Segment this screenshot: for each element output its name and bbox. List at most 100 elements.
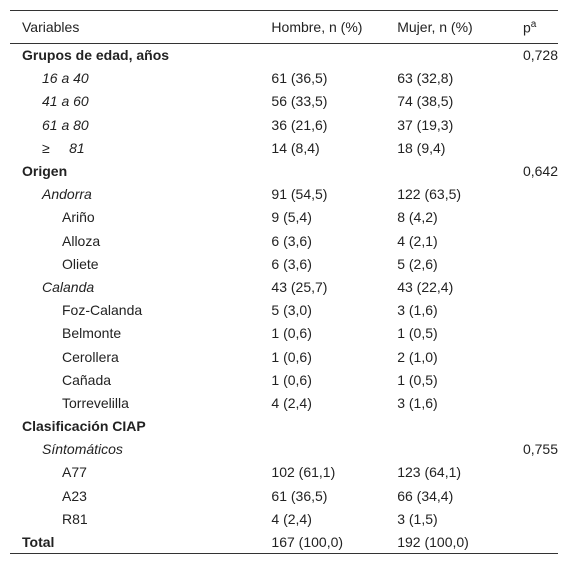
cell: 14 (8,4) (271, 139, 320, 156)
table-header: Variables Hombre, n (%) Mujer, n (%) pa (10, 10, 558, 44)
header-cell: Hombre, n (%) (271, 19, 363, 35)
cell (271, 44, 397, 67)
cell: 9 (5,4) (271, 209, 312, 226)
cell (271, 159, 397, 182)
table-row: Grupos de edad, años 0,728 (10, 44, 558, 67)
table-row: Andorra 91 (54,5) 122 (63,5) (10, 183, 558, 206)
cell: 8 (4,2) (397, 209, 438, 226)
table-row: Belmonte 1 (0,6) 1 (0,5) (10, 322, 558, 345)
cell: 0,755 (522, 441, 558, 458)
cell: Calanda (42, 278, 95, 295)
cell: 6 (3,6) (271, 255, 312, 272)
cell: Total (22, 533, 55, 550)
cell (523, 507, 558, 530)
cell: 4 (2,1) (397, 232, 438, 249)
cell: Oliete (62, 255, 99, 272)
cell (523, 252, 558, 275)
cell: 5 (2,6) (397, 255, 438, 272)
cell (397, 44, 523, 67)
cell: A23 (62, 487, 87, 504)
cell: Alloza (62, 232, 101, 249)
table-row: Total 167 (100,0) 192 (100,0) (10, 530, 558, 554)
cell: 37 (19,3) (397, 116, 454, 133)
cell: 41 a 60 (42, 93, 89, 110)
cell (523, 484, 558, 507)
cell: Cañada (62, 371, 112, 388)
cell: Belmonte (62, 325, 122, 342)
cell: A77 (62, 464, 87, 481)
cell (523, 415, 558, 438)
cell: 61 (36,5) (271, 487, 328, 504)
cell: 1 (0,6) (271, 348, 312, 365)
cell: 4 (2,4) (271, 510, 312, 527)
table-row: Origen 0,642 (10, 159, 558, 182)
cell: 56 (33,5) (271, 93, 328, 110)
cell (271, 415, 397, 438)
header-cell: pa (523, 11, 558, 44)
cell: 91 (54,5) (271, 186, 328, 203)
cell (523, 136, 558, 159)
table-row: Alloza 6 (3,6) 4 (2,1) (10, 229, 558, 252)
cell: 74 (38,5) (397, 93, 454, 110)
cell: 16 a 40 (42, 70, 89, 87)
cell (523, 530, 558, 553)
cell: R81 (62, 510, 88, 527)
cell (523, 229, 558, 252)
cell: 6 (3,6) (271, 232, 312, 249)
cell: 122 (63,5) (397, 186, 462, 203)
cell: Andorra (42, 186, 92, 203)
table-row: 16 a 40 61 (36,5) 63 (32,8) (10, 67, 558, 90)
cell (397, 415, 523, 438)
table-row: Foz-Calanda 5 (3,0) 3 (1,6) (10, 299, 558, 322)
header-cell: Variables (22, 19, 80, 35)
cell: 0,642 (522, 163, 558, 180)
cell: Cerollera (62, 348, 119, 365)
table-body: Grupos de edad, años 0,728 16 a 40 61 (36,5… (10, 44, 558, 554)
cell (397, 438, 523, 461)
cell: ≥ 81 (42, 139, 85, 156)
cell: 18 (9,4) (397, 139, 446, 156)
cell: 4 (2,4) (271, 394, 312, 411)
table-row: Torrevelilla 4 (2,4) 3 (1,6) (10, 391, 558, 414)
cell (397, 159, 523, 182)
header-p: p (522, 19, 531, 36)
table-row: Ariño 9 (5,4) 8 (4,2) (10, 206, 558, 229)
cell: 61 (36,5) (271, 70, 328, 87)
cell: Ariño (62, 209, 95, 226)
table-row: A23 61 (36,5) 66 (34,4) (10, 484, 558, 507)
cell: 1 (0,5) (397, 325, 438, 342)
table-row: 41 a 60 56 (33,5) 74 (38,5) (10, 90, 558, 113)
cell (523, 299, 558, 322)
header-cell: Mujer, n (%) (397, 19, 473, 35)
cell: 43 (22,4) (397, 278, 454, 295)
cell: 1 (0,5) (397, 371, 438, 388)
table-row: 61 a 80 36 (21,6) 37 (19,3) (10, 113, 558, 136)
cell: 2 (1,0) (397, 348, 438, 365)
cell: 0,728 (522, 47, 558, 64)
cell (523, 391, 558, 414)
cell: 123 (64,1) (397, 464, 462, 481)
cell (271, 438, 397, 461)
cell: 61 a 80 (42, 116, 89, 133)
table-row: Calanda 43 (25,7) 43 (22,4) (10, 275, 558, 298)
cell: 3 (1,5) (397, 510, 438, 527)
cell: 1 (0,6) (271, 325, 312, 342)
cell: 1 (0,6) (271, 371, 312, 388)
cell: 192 (100,0) (397, 533, 469, 550)
cell (523, 206, 558, 229)
table-row: Síntomáticos 0,755 (10, 438, 558, 461)
cell (523, 113, 558, 136)
header-row: Variables Hombre, n (%) Mujer, n (%) pa (10, 10, 558, 44)
data-table: Variables Hombre, n (%) Mujer, n (%) pa … (10, 10, 558, 554)
cell: 102 (61,1) (271, 464, 336, 481)
table-row: A77 102 (61,1) 123 (64,1) (10, 461, 558, 484)
cell: 5 (3,0) (271, 302, 312, 319)
cell: Clasificación CIAP (22, 418, 146, 435)
cell: 167 (100,0) (271, 533, 344, 550)
cell (523, 67, 558, 90)
cell (523, 461, 558, 484)
table-row: Clasificación CIAP (10, 415, 558, 438)
table-row: Oliete 6 (3,6) 5 (2,6) (10, 252, 558, 275)
cell (523, 345, 558, 368)
